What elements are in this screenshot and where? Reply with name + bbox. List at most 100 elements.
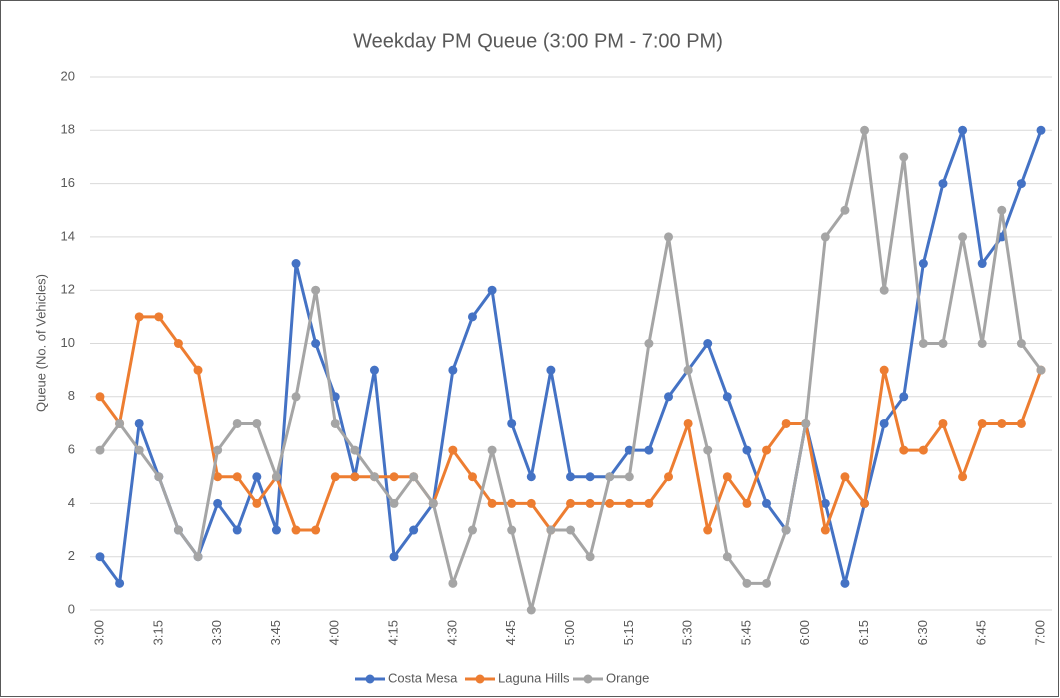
point [252, 472, 262, 482]
point [487, 498, 497, 508]
point [448, 365, 458, 375]
point [252, 418, 262, 428]
point [703, 339, 713, 348]
point [154, 472, 164, 482]
point [134, 312, 144, 322]
point [958, 125, 968, 135]
point [409, 472, 419, 482]
point [742, 578, 752, 588]
point [330, 418, 340, 428]
point [291, 392, 301, 402]
point [840, 472, 850, 482]
point [1016, 179, 1026, 189]
x-tick-label: 4:15 [386, 620, 401, 645]
point [389, 472, 399, 482]
point [95, 445, 105, 455]
x-tick-label: 5:00 [562, 620, 577, 645]
point [507, 525, 517, 535]
point [291, 525, 301, 535]
point [820, 525, 830, 535]
point [840, 578, 850, 588]
point [840, 205, 850, 215]
point [232, 472, 242, 482]
point [938, 418, 948, 428]
point [781, 418, 791, 428]
y-tick-label: 8 [68, 388, 75, 403]
point [507, 418, 517, 428]
point [271, 525, 281, 535]
legend-label: Costa Mesa [388, 670, 458, 685]
x-tick-label: 6:15 [856, 620, 871, 645]
point [173, 525, 183, 535]
point [271, 472, 281, 482]
point [722, 552, 732, 562]
point [213, 498, 223, 508]
x-tick-label: 3:30 [209, 620, 224, 645]
y-tick-label: 20 [61, 68, 75, 83]
point [958, 472, 968, 482]
x-tick-label: 6:00 [797, 620, 812, 645]
point [722, 472, 732, 482]
point [566, 472, 575, 482]
x-tick-label: 5:30 [680, 620, 695, 645]
point [585, 552, 595, 562]
point [487, 285, 497, 295]
point [115, 578, 125, 588]
point [193, 552, 203, 562]
y-tick-label: 18 [61, 122, 75, 137]
point [526, 605, 536, 615]
y-tick-label: 16 [61, 175, 75, 190]
point [703, 525, 713, 535]
point [487, 445, 497, 455]
point [977, 259, 987, 269]
point [644, 339, 654, 348]
point [918, 259, 928, 269]
point [958, 232, 968, 242]
legend-label: Laguna Hills [498, 670, 570, 685]
point [350, 445, 360, 455]
point [624, 472, 634, 482]
point [762, 498, 772, 508]
point [467, 312, 477, 322]
point [879, 285, 889, 295]
x-tick-label: 7:00 [1032, 620, 1047, 645]
point [997, 205, 1007, 215]
legend: Costa Mesa Laguna Hills Orange [355, 670, 649, 685]
y-tick-label: 2 [68, 548, 75, 563]
point [860, 498, 870, 508]
point [409, 525, 419, 535]
chart-title: Weekday PM Queue (3:00 PM - 7:00 PM) [353, 30, 723, 52]
point [232, 525, 242, 535]
point [644, 445, 654, 455]
point [762, 578, 772, 588]
point [899, 392, 909, 402]
x-tick-label: 4:45 [503, 620, 518, 645]
point [526, 472, 536, 482]
point [605, 472, 615, 482]
point [232, 418, 242, 428]
point [389, 498, 399, 508]
point [585, 472, 595, 482]
point [722, 392, 732, 402]
point [507, 498, 517, 508]
x-tick-label: 6:30 [915, 620, 930, 645]
point [938, 339, 948, 348]
y-tick-label: 14 [61, 228, 75, 243]
point [781, 525, 791, 535]
point [369, 365, 379, 375]
point [664, 232, 674, 242]
point [801, 418, 811, 428]
x-tick-label: 3:15 [150, 620, 165, 645]
point [918, 339, 928, 348]
point [369, 472, 379, 482]
legend-marker [475, 674, 485, 684]
point [1036, 125, 1046, 135]
point [683, 418, 693, 428]
point [546, 365, 556, 375]
point [252, 498, 262, 508]
point [95, 552, 105, 562]
point [997, 418, 1007, 428]
point [467, 525, 477, 535]
point [448, 445, 458, 455]
